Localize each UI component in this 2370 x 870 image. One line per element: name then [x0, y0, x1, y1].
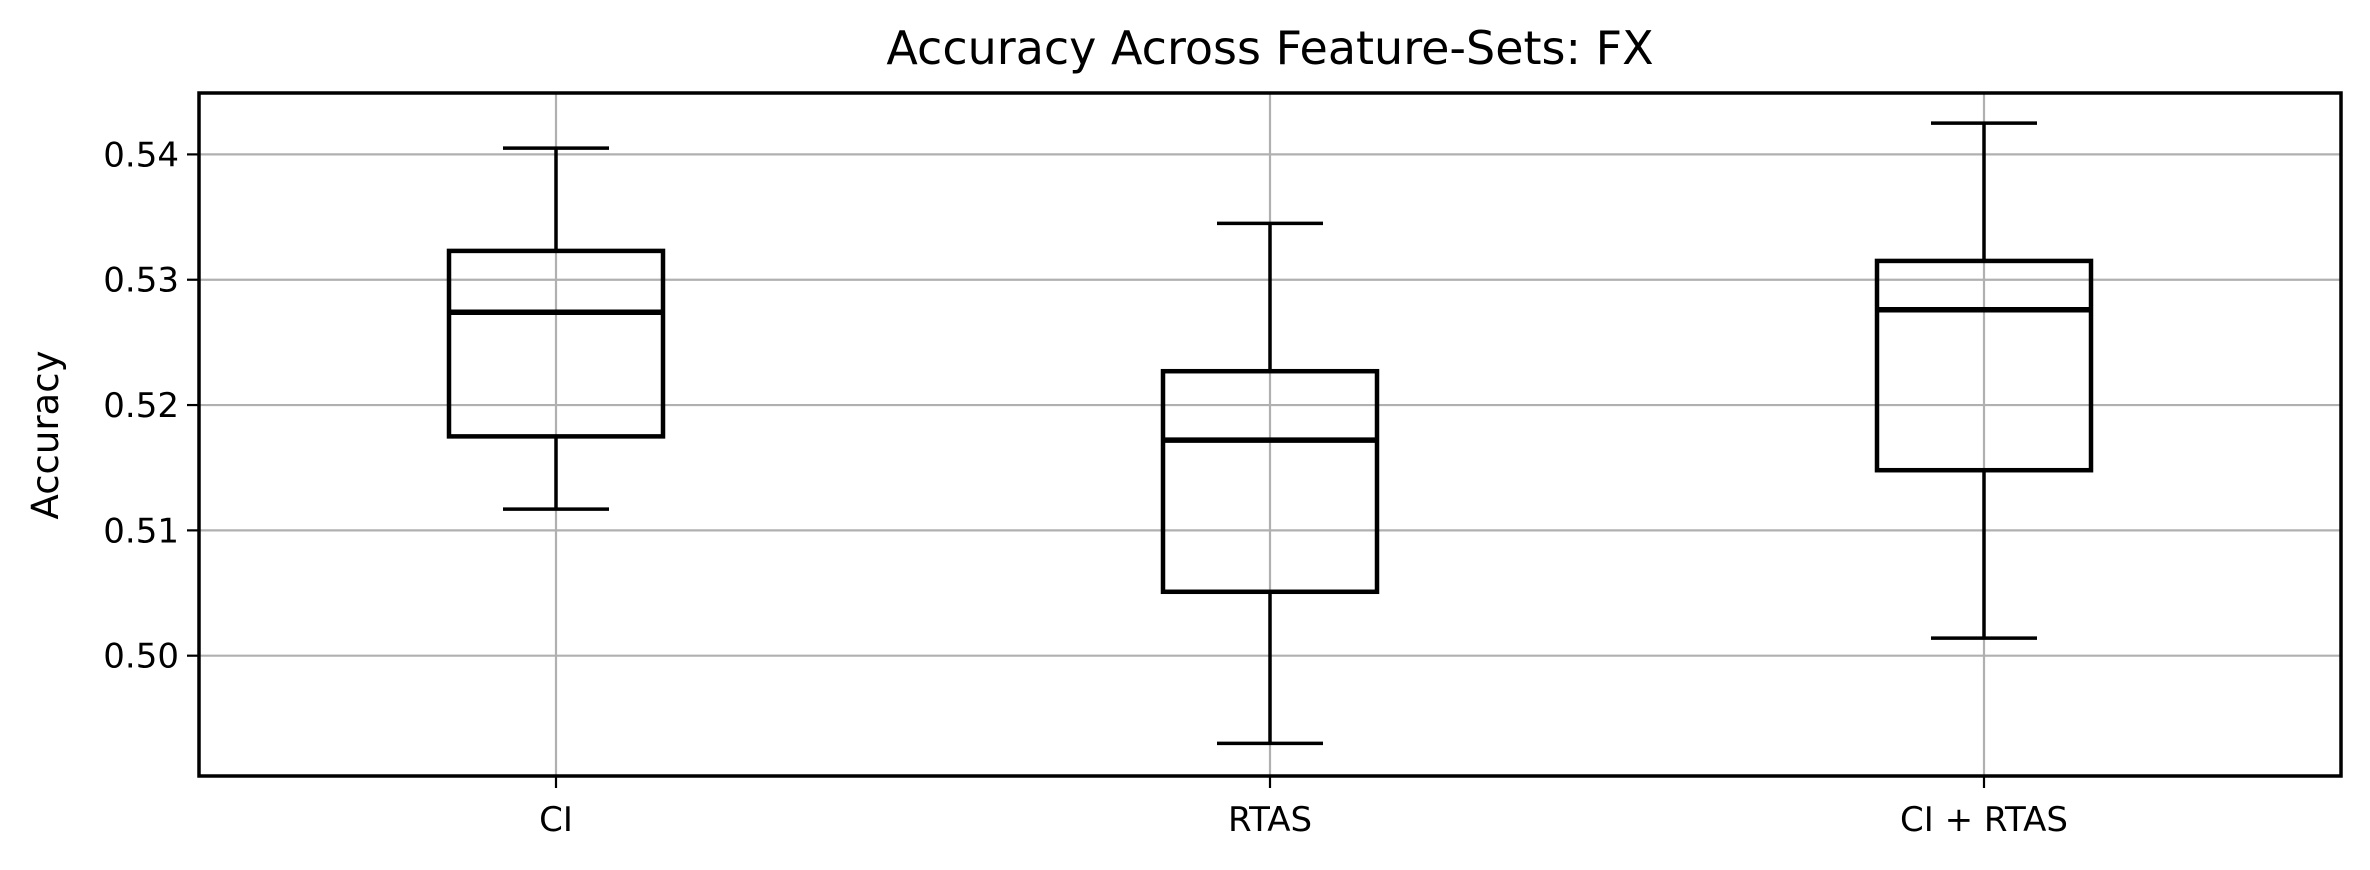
y-tick-label: 0.50 [103, 637, 179, 677]
iqr-box [1874, 258, 2094, 473]
iqr-box [1160, 368, 1380, 595]
chart-title: Accuracy Across Feature-Sets: FX [886, 21, 1653, 75]
y-axis-label: Accuracy [24, 351, 67, 520]
box-layer [446, 121, 2094, 746]
y-tick-label: 0.54 [103, 135, 179, 175]
y-tick-label: 0.53 [103, 261, 179, 301]
x-tick-label: CI [539, 800, 573, 840]
y-tick-label: 0.51 [103, 511, 179, 551]
y-tick-label: 0.52 [103, 386, 179, 426]
iqr-box [446, 248, 666, 439]
x-tick-label: CI + RTAS [1900, 800, 2068, 840]
tick-layer: 0.50 0.51 0.52 0.53 0.54 CI RTAS CI + RTAS [103, 135, 2068, 840]
x-tick-label: RTAS [1228, 800, 1312, 840]
